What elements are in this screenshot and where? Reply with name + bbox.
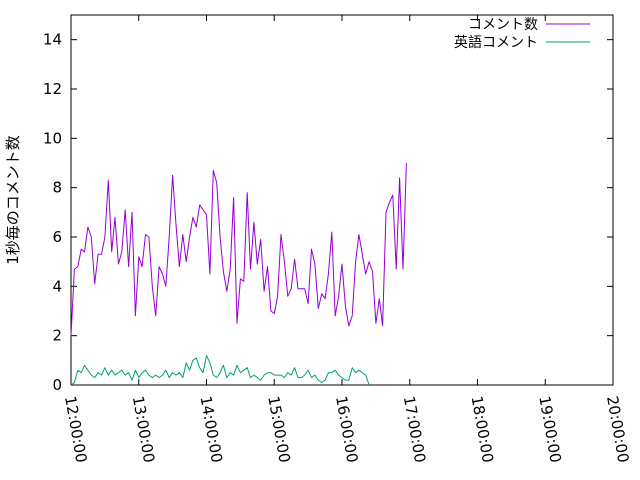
x-tick-label: 19:00:00 xyxy=(535,395,564,464)
legend-label-english: 英語コメント xyxy=(454,34,538,51)
x-tick-label: 17:00:00 xyxy=(400,395,429,464)
plot-frame xyxy=(70,14,614,386)
x-axis: 12:00:00 13:00:00 14:00:00 15:00:00 16:00:00… xyxy=(61,15,632,464)
y-tick-label: 12 xyxy=(43,80,62,98)
y-tick-label: 0 xyxy=(52,376,62,394)
series-layer xyxy=(70,162,407,386)
x-tick-label: 18:00:00 xyxy=(468,395,497,464)
x-tick-label: 13:00:00 xyxy=(129,395,158,464)
x-tick-label: 12:00:00 xyxy=(61,395,90,464)
y-axis: 0 2 4 6 8 10 12 14 xyxy=(43,31,613,394)
y-tick-label: 4 xyxy=(52,277,62,295)
y-axis-label: 1秒毎のコメント数 xyxy=(4,135,22,265)
x-tick-label: 15:00:00 xyxy=(264,395,293,464)
y-tick-label: 8 xyxy=(52,179,62,197)
x-tick-label: 14:00:00 xyxy=(197,395,226,464)
x-tick-label: 20:00:00 xyxy=(603,395,632,464)
x-tick-label: 16:00:00 xyxy=(332,395,361,464)
y-tick-label: 2 xyxy=(52,327,62,345)
series-line-comments xyxy=(70,162,407,336)
y-tick-label: 6 xyxy=(52,228,62,246)
legend-label-comments: コメント数 xyxy=(468,17,538,33)
series-line-english xyxy=(70,354,370,386)
legend: コメント数 英語コメント xyxy=(454,17,590,51)
y-tick-label: 10 xyxy=(43,129,62,147)
y-tick-label: 14 xyxy=(43,31,62,49)
